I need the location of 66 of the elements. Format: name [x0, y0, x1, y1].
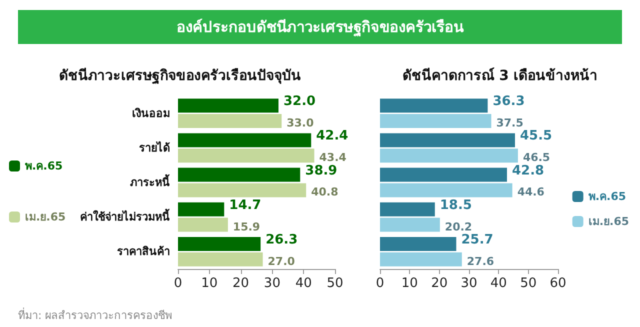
data-label: 42.4 — [316, 128, 348, 144]
bar — [380, 114, 492, 128]
data-label: 45.5 — [520, 128, 552, 144]
legend-label: เม.ย.65 — [25, 210, 66, 224]
data-label: 46.5 — [522, 151, 550, 164]
y-tick-label: เงินออม — [132, 106, 170, 120]
legend-label: เม.ย.65 — [588, 215, 630, 228]
data-label: 27.6 — [466, 254, 494, 268]
data-label: 38.9 — [305, 163, 338, 178]
text: องค์ประกอบดัชนีภาวะเศรษฐกิจของครัวเรือน — [18, 10, 622, 44]
x-tick-label: 30 — [460, 276, 478, 291]
legend-label: พ.ค.65 — [588, 190, 626, 203]
bar — [380, 252, 462, 266]
bar — [380, 202, 435, 216]
legend-label: พ.ค.65 — [25, 160, 63, 172]
x-tick-label: 0 — [174, 276, 182, 291]
y-tick-label: รายได้ — [139, 140, 170, 154]
x-tick-label: 0 — [376, 276, 384, 291]
x-tick-label: 20 — [431, 276, 448, 291]
data-label: 37.5 — [496, 116, 524, 130]
x-tick-label: 10 — [201, 276, 218, 291]
bar — [178, 237, 261, 251]
bar — [380, 133, 515, 148]
text: ที่มา: ผลสำรวจภาวะการครองชีพ — [18, 307, 172, 322]
bar — [380, 98, 488, 113]
bar — [178, 114, 282, 128]
chart-title: ดัชนีคาดการณ์ 3 เดือนข้างหน้า — [402, 67, 598, 84]
bar — [380, 148, 518, 163]
data-label: 33.0 — [286, 116, 314, 130]
data-label: 43.4 — [319, 151, 347, 164]
y-tick-label: ภาระหนี้ — [130, 174, 170, 189]
data-label: 44.6 — [517, 186, 545, 199]
data-label: 32.0 — [283, 94, 316, 110]
y-tick-label: ราคาสินค้า — [117, 245, 170, 258]
x-tick-label: 30 — [264, 276, 280, 291]
data-label: 14.7 — [229, 198, 262, 213]
data-label: 40.8 — [311, 186, 338, 199]
bar — [380, 218, 440, 232]
bar — [178, 98, 278, 113]
bar — [380, 183, 512, 198]
bar — [178, 202, 224, 216]
data-label: 18.5 — [440, 198, 472, 213]
x-tick-label: 40 — [295, 276, 312, 291]
data-label: 15.9 — [232, 220, 260, 234]
data-label: 36.3 — [492, 94, 525, 110]
bar — [178, 252, 263, 266]
x-tick-label: 40 — [490, 276, 507, 291]
chart-title: ดัชนีภาวะเศรษฐกิจของครัวเรือนปัจจุบัน — [59, 68, 301, 85]
x-tick-label: 50 — [520, 276, 537, 291]
bar — [380, 168, 507, 182]
bar — [178, 183, 306, 198]
x-tick-label: 20 — [232, 276, 250, 291]
bar — [380, 237, 456, 251]
bar — [178, 168, 300, 182]
x-tick-label: 60 — [550, 276, 566, 291]
data-label: 20.2 — [444, 220, 472, 234]
y-tick-label: ค่าใช้จ่ายไม่รวมหนี้ — [80, 208, 170, 224]
bar — [178, 218, 228, 232]
x-tick-label: 10 — [401, 276, 418, 291]
bar — [178, 133, 312, 148]
data-label: 27.0 — [268, 254, 296, 268]
bar — [178, 148, 314, 163]
x-tick-label: 50 — [326, 276, 344, 291]
data-label: 25.7 — [461, 232, 494, 248]
data-label: 26.3 — [266, 232, 298, 248]
data-label: 42.8 — [512, 163, 544, 178]
